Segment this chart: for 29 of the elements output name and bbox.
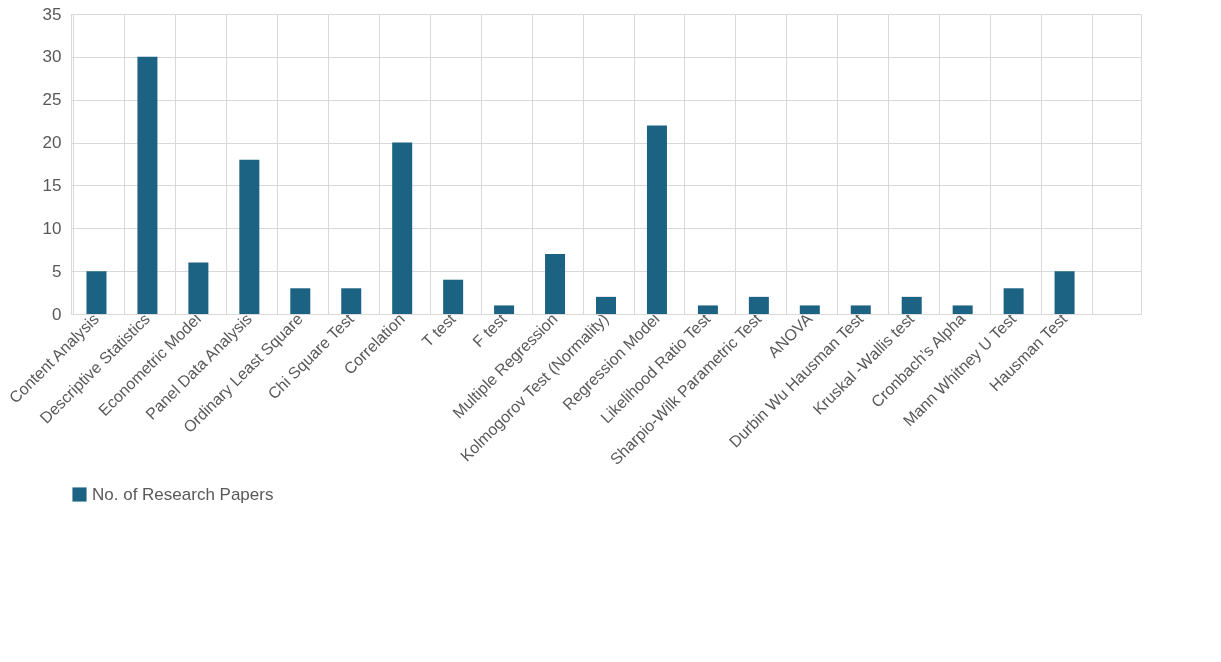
y-tick-label: 10 [42,218,62,238]
y-tick-label: 25 [42,90,62,110]
bar [239,159,260,314]
bar [494,305,515,314]
y-tick-label: 30 [42,47,62,67]
bar [952,305,973,314]
bar [748,296,769,314]
y-tick-label: 15 [42,175,62,195]
bar [137,56,158,314]
bar [1003,288,1024,314]
bar [86,271,107,314]
bar [188,262,209,314]
bar [443,279,464,314]
y-tick-label: 5 [52,261,62,281]
bar [901,296,922,314]
bar [646,125,667,314]
y-tick-label: 35 [42,4,62,24]
bar [290,288,311,314]
legend-label: No. of Research Papers [92,484,274,504]
bar [341,288,362,314]
bar [850,305,871,314]
x-tick-label: T test [418,309,460,351]
bar [545,254,566,314]
bar [1054,271,1075,314]
bar [596,296,616,314]
bar [799,305,820,314]
y-tick-label: 20 [42,133,62,153]
bar [392,142,413,314]
bar [697,305,718,314]
